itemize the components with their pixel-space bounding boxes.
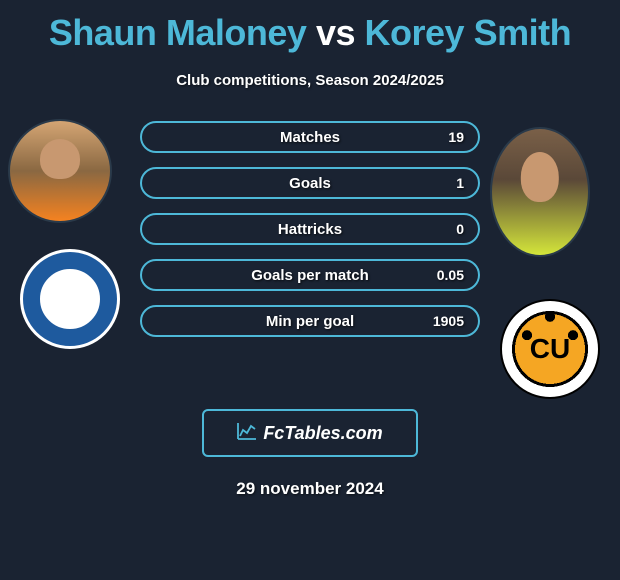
stats-area: CU Matches 19 Goals 1 Hattricks 0 Goals … bbox=[0, 119, 620, 349]
player1-club-badge bbox=[20, 249, 120, 349]
chart-icon bbox=[237, 422, 257, 445]
stat-rows: Matches 19 Goals 1 Hattricks 0 Goals per… bbox=[140, 121, 480, 351]
stat-value-right: 1 bbox=[456, 175, 464, 191]
player2-name: Korey Smith bbox=[365, 12, 572, 53]
subtitle: Club competitions, Season 2024/2025 bbox=[0, 72, 620, 89]
stat-label: Goals per match bbox=[142, 267, 478, 284]
branding-box[interactable]: FcTables.com bbox=[202, 409, 418, 457]
branding-text: FcTables.com bbox=[263, 423, 382, 444]
stat-label: Matches bbox=[142, 129, 478, 146]
player1-name: Shaun Maloney bbox=[49, 12, 307, 53]
stat-value-right: 1905 bbox=[433, 313, 464, 329]
date-label: 29 november 2024 bbox=[0, 479, 620, 499]
stat-row: Min per goal 1905 bbox=[140, 305, 480, 337]
stat-label: Hattricks bbox=[142, 221, 478, 238]
stat-row: Goals 1 bbox=[140, 167, 480, 199]
stat-row: Hattricks 0 bbox=[140, 213, 480, 245]
stat-value-right: 19 bbox=[448, 129, 464, 145]
club-badge-text: CU bbox=[530, 333, 570, 365]
player2-club-badge: CU bbox=[500, 299, 600, 399]
stat-label: Goals bbox=[142, 175, 478, 192]
stat-value-right: 0 bbox=[456, 221, 464, 237]
stat-label: Min per goal bbox=[142, 313, 478, 330]
player2-avatar bbox=[490, 127, 590, 257]
stat-value-right: 0.05 bbox=[437, 267, 464, 283]
comparison-title: Shaun Maloney vs Korey Smith bbox=[0, 0, 620, 54]
stat-row: Goals per match 0.05 bbox=[140, 259, 480, 291]
vs-word: vs bbox=[316, 12, 355, 53]
stat-row: Matches 19 bbox=[140, 121, 480, 153]
player1-avatar bbox=[8, 119, 112, 223]
